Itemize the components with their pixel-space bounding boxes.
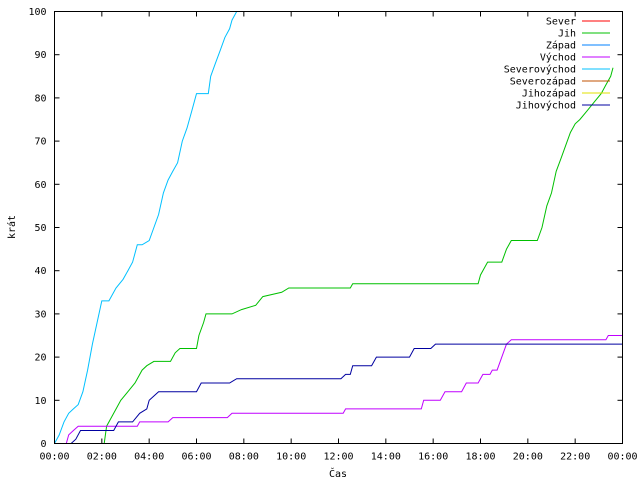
series-line-severovýchod: [54, 11, 238, 444]
x-tick-label: 18:00: [465, 452, 495, 463]
legend-label: Severozápad: [510, 76, 576, 88]
plot-area: [54, 11, 623, 444]
legend-label: Jihozápad: [522, 88, 576, 100]
x-tick-label: 10:00: [276, 452, 306, 463]
x-tick-label: 08:00: [229, 452, 259, 463]
x-tick-label: 02:00: [87, 452, 117, 463]
legend-label: Sever: [546, 17, 576, 28]
x-axis-title: Čas: [329, 467, 347, 480]
y-tick-label: 70: [34, 137, 46, 148]
y-tick-label: 0: [40, 439, 46, 450]
legend-label: Západ: [546, 40, 576, 52]
legend-label: Jihovýchod: [516, 100, 576, 112]
y-tick-label: 50: [34, 223, 46, 234]
x-tick-label: 16:00: [418, 452, 448, 463]
x-tick-label: 04:00: [134, 452, 164, 463]
y-tick-label: 20: [34, 353, 46, 364]
x-tick-label: 12:00: [323, 452, 353, 463]
x-tick-label: 06:00: [181, 452, 211, 463]
y-tick-label: 30: [34, 309, 46, 320]
series-line-jih: [54, 67, 614, 444]
x-axis: 00:00 02:00 04:00 06:00 08:00 10:00 12:00 14:00…: [39, 11, 638, 463]
y-tick-label: 10: [34, 396, 46, 407]
series-line-východ: [54, 335, 623, 444]
x-tick-label: 00:00: [39, 452, 69, 463]
y-tick-label: 40: [34, 266, 46, 277]
legend-label: Jih: [558, 29, 576, 40]
series-line-jihovýchod: [54, 343, 623, 444]
y-tick-label: 100: [28, 7, 46, 18]
y-tick-label: 90: [34, 50, 46, 61]
legend-label: Východ: [540, 52, 576, 64]
x-tick-label: 00:00: [607, 452, 637, 463]
legend-label: Severovýchod: [504, 64, 576, 76]
y-tick-label: 80: [34, 93, 46, 104]
x-tick-label: 20:00: [513, 452, 543, 463]
x-tick-label: 22:00: [560, 452, 590, 463]
y-axis-title: krát: [6, 215, 18, 239]
y-axis: 0 10 20 30 40 50 60 70 80 90 100: [28, 7, 623, 450]
x-tick-label: 14:00: [371, 452, 401, 463]
legend: SeverJihZápadVýchodSeverovýchodSeverozáp…: [504, 17, 610, 112]
y-tick-label: 60: [34, 180, 46, 191]
